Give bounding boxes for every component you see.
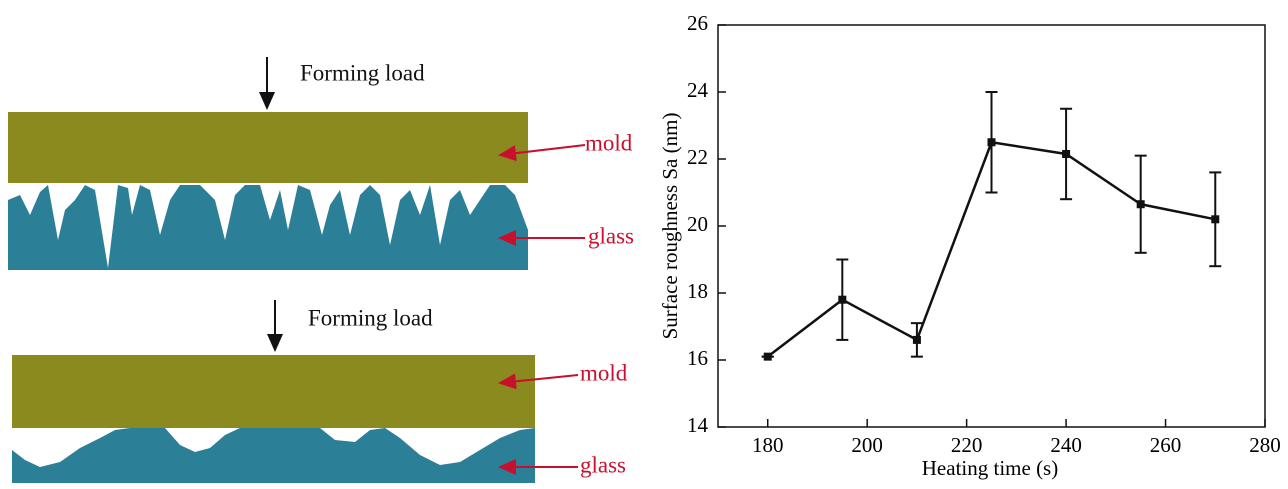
data-point <box>838 295 847 304</box>
load-label: Forming load <box>300 60 425 85</box>
y-tick-label: 14 <box>687 413 709 437</box>
data-point <box>987 138 996 147</box>
mold-label: mold <box>580 360 628 385</box>
y-axis-label: Surface roughness Sa (nm) <box>658 113 682 340</box>
mold-arrow <box>498 373 579 390</box>
diagram-top: Forming load mold glass <box>8 57 634 270</box>
plot-frame <box>717 24 1266 428</box>
x-axis-label: Heating time (s) <box>922 456 1058 480</box>
x-tick-label: 240 <box>1050 433 1082 457</box>
x-tick-label: 260 <box>1150 433 1182 457</box>
y-tick-label: 24 <box>687 78 709 102</box>
diagram-bottom: Forming load mold glass <box>12 300 628 483</box>
x-tick-label: 200 <box>851 433 883 457</box>
y-tick-label: 16 <box>687 346 708 370</box>
data-point <box>1136 200 1145 209</box>
glass <box>8 185 528 270</box>
x-tick-label: 220 <box>951 433 983 457</box>
glass-label: glass <box>588 223 634 248</box>
x-tick-label: 280 <box>1249 433 1281 457</box>
data-point <box>912 335 921 344</box>
mold <box>8 112 528 183</box>
y-tick-label: 18 <box>687 279 708 303</box>
mold-label: mold <box>585 130 633 155</box>
y-tick-label: 20 <box>687 212 708 236</box>
y-tick-label: 22 <box>687 145 708 169</box>
mold <box>12 355 535 428</box>
glass <box>12 428 535 483</box>
data-point <box>1062 149 1071 158</box>
y-tick-label: 26 <box>687 11 708 35</box>
x-tick-label: 180 <box>752 433 784 457</box>
load-label: Forming load <box>308 305 433 330</box>
data-point <box>1211 215 1220 224</box>
data-point <box>763 352 772 361</box>
mold-arrow <box>498 144 586 162</box>
glass-label: glass <box>580 452 626 477</box>
